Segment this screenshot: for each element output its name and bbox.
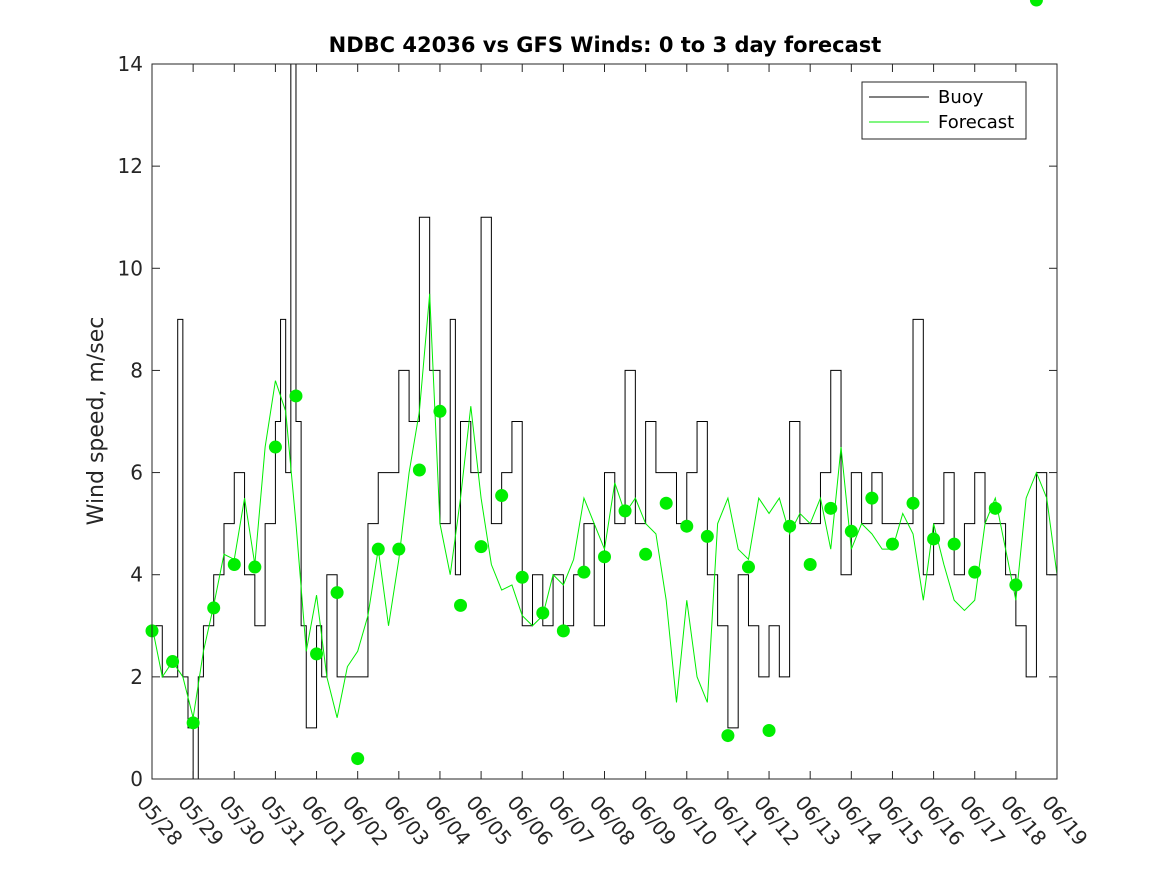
y-tick-label: 8 [130, 358, 143, 382]
forecast-marker [783, 519, 797, 533]
forecast-marker [268, 440, 282, 454]
chart-title: NDBC 42036 vs GFS Winds: 0 to 3 day fore… [329, 33, 882, 57]
forecast-marker [371, 542, 385, 556]
forecast-marker [207, 601, 221, 615]
forecast-marker [824, 501, 838, 515]
forecast-marker [741, 560, 755, 574]
legend-forecast-label: Forecast [938, 112, 1014, 133]
forecast-marker [803, 558, 817, 571]
forecast-marker [166, 655, 180, 669]
forecast-marker [988, 501, 1002, 515]
y-axis-label: Wind speed, m/sec [84, 317, 109, 526]
y-tick-label: 4 [130, 563, 143, 587]
forecast-marker [227, 558, 241, 571]
y-tick-label: 2 [130, 665, 143, 689]
plot-background [152, 64, 1057, 779]
forecast-marker [1009, 578, 1023, 592]
forecast-marker [351, 752, 365, 766]
forecast-marker [248, 560, 262, 574]
forecast-marker [536, 606, 550, 620]
forecast-marker [289, 389, 303, 403]
forecast-marker [844, 524, 858, 538]
forecast-marker [474, 540, 488, 554]
forecast-marker [680, 519, 694, 533]
legend: Buoy Forecast [861, 81, 1027, 140]
y-tick-label: 10 [118, 256, 143, 280]
forecast-marker [186, 716, 200, 730]
forecast-marker [577, 565, 591, 579]
y-tick-label: 12 [118, 154, 143, 178]
forecast-marker [392, 542, 406, 556]
forecast-marker [659, 496, 673, 510]
forecast-marker [906, 496, 920, 510]
forecast-marker [330, 586, 344, 600]
y-tick-label: 6 [130, 461, 143, 485]
forecast-marker [968, 565, 982, 579]
y-tick-label: 0 [130, 767, 143, 791]
series-line-buoy [152, 64, 1057, 779]
forecast-marker [412, 463, 426, 477]
forecast-marker [700, 529, 714, 543]
forecast-marker [865, 491, 879, 505]
forecast-marker [454, 598, 468, 612]
forecast-marker [598, 550, 611, 564]
forecast-marker [639, 547, 653, 561]
y-tick-label: 14 [118, 52, 143, 76]
forecast-marker [618, 504, 632, 518]
series-line-forecast [152, 293, 1057, 718]
forecast-marker [515, 570, 529, 584]
forecast-marker [927, 532, 941, 546]
forecast-marker [433, 404, 447, 418]
forecast-marker [762, 723, 776, 737]
legend-box [861, 81, 1027, 140]
forecast-marker [885, 537, 899, 551]
forecast-marker [947, 537, 961, 551]
forecast-marker [310, 647, 324, 661]
forecast-marker [1029, 0, 1043, 7]
forecast-marker [556, 624, 570, 638]
legend-buoy-label: Buoy [938, 87, 984, 108]
forecast-marker [721, 729, 735, 743]
forecast-marker [495, 489, 509, 503]
